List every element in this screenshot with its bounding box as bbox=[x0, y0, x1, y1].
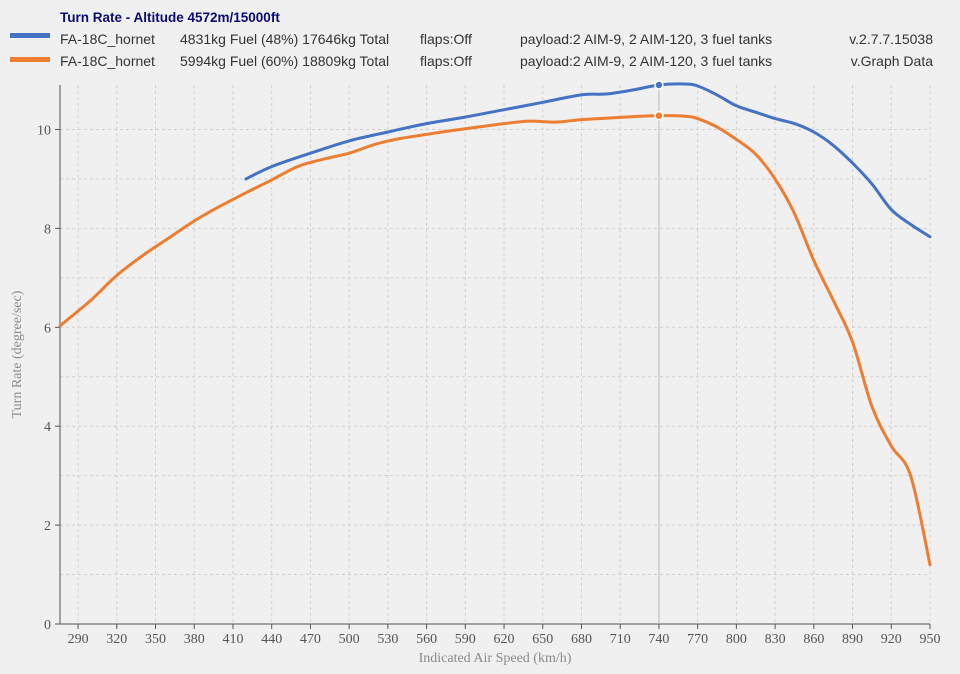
x-tick-label: 950 bbox=[920, 632, 941, 647]
y-tick-label: 0 bbox=[44, 618, 51, 633]
y-tick-label: 6 bbox=[44, 321, 51, 336]
legend-flaps-series-1: flaps:Off bbox=[420, 31, 472, 47]
y-tick-label: 8 bbox=[44, 222, 51, 237]
x-tick-label: 860 bbox=[803, 632, 824, 647]
legend-payload-series-1: payload:2 AIM-9, 2 AIM-120, 3 fuel tanks bbox=[520, 31, 772, 47]
plot-area: 290 320 350 380 410 440 470 500 530 560 590 620 650 6… bbox=[10, 80, 941, 666]
cursor-marker-series-2 bbox=[654, 110, 664, 121]
x-tick-label: 800 bbox=[726, 632, 747, 647]
legend-swatch-series-2 bbox=[10, 57, 50, 62]
x-tick-label: 440 bbox=[261, 632, 282, 647]
y-axis-label: Turn Rate (degree/sec) bbox=[10, 290, 25, 418]
x-tick-label: 500 bbox=[339, 632, 360, 647]
chart-title: Turn Rate - Altitude 4572m/15000ft bbox=[60, 10, 280, 25]
x-tick-label: 920 bbox=[881, 632, 902, 647]
legend-payload-series-2: payload:2 AIM-9, 2 AIM-120, 3 fuel tanks bbox=[520, 53, 772, 69]
x-tick-label: 350 bbox=[145, 632, 166, 647]
y-tick-label: 4 bbox=[44, 420, 51, 435]
x-tick-label: 710 bbox=[610, 632, 631, 647]
x-tick-label: 470 bbox=[300, 632, 321, 647]
x-tick-label: 410 bbox=[222, 632, 243, 647]
y-tick-label: 10 bbox=[37, 124, 51, 139]
legend-version-series-1: v.2.7.7.15038 bbox=[849, 31, 933, 47]
x-tick-label: 290 bbox=[68, 632, 89, 647]
x-tick-label: 650 bbox=[532, 632, 553, 647]
x-tick-label: 380 bbox=[184, 632, 205, 647]
legend: Turn Rate - Altitude 4572m/15000ft FA-18… bbox=[10, 10, 933, 69]
legend-aircraft-series-1: FA-18C_hornet bbox=[60, 31, 155, 47]
legend-flaps-series-2: flaps:Off bbox=[420, 53, 472, 69]
y-tick-label: 2 bbox=[44, 519, 51, 534]
x-tick-label: 320 bbox=[106, 632, 127, 647]
x-tick-label: 590 bbox=[455, 632, 476, 647]
legend-fuel-series-1: 4831kg Fuel (48%) 17646kg Total bbox=[180, 31, 389, 47]
x-tick-label: 770 bbox=[687, 632, 708, 647]
series-line-2 bbox=[58, 114, 932, 567]
x-tick-label: 890 bbox=[842, 632, 863, 647]
x-axis-label: Indicated Air Speed (km/h) bbox=[419, 651, 572, 666]
x-tick-label: 680 bbox=[571, 632, 592, 647]
legend-aircraft-series-2: FA-18C_hornet bbox=[60, 53, 155, 69]
x-tick-label: 530 bbox=[377, 632, 398, 647]
x-tick-label: 620 bbox=[494, 632, 515, 647]
legend-version-series-2: v.Graph Data bbox=[851, 53, 933, 69]
legend-swatch-series-1 bbox=[10, 33, 50, 38]
cursor-marker-series-1 bbox=[654, 80, 664, 90]
x-tick-label: 830 bbox=[765, 632, 786, 647]
x-tick-label: 740 bbox=[648, 632, 669, 647]
series-line-1 bbox=[244, 82, 932, 239]
x-tick-label: 560 bbox=[416, 632, 437, 647]
legend-fuel-series-2: 5994kg Fuel (60%) 18809kg Total bbox=[180, 53, 389, 69]
